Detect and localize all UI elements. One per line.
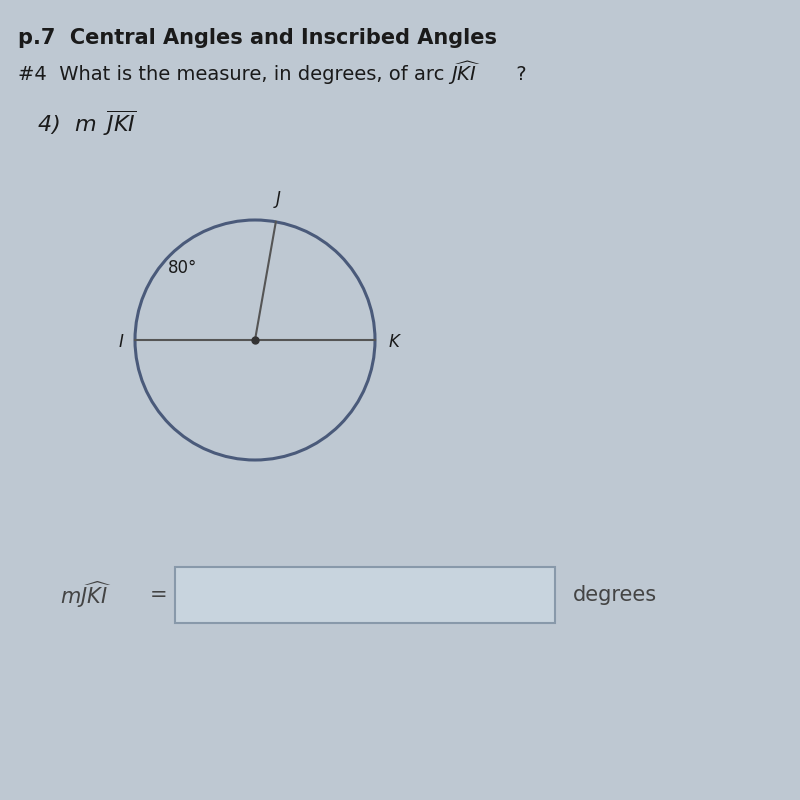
- FancyBboxPatch shape: [175, 567, 555, 623]
- Text: $\overline{JKI}$: $\overline{JKI}$: [103, 108, 136, 138]
- Text: K: K: [389, 333, 400, 351]
- Text: 80°: 80°: [168, 259, 198, 277]
- Text: =: =: [150, 585, 168, 605]
- Text: 4)  m: 4) m: [38, 115, 97, 135]
- Text: ?: ?: [510, 66, 526, 85]
- Text: #4  What is the measure, in degrees, of arc: #4 What is the measure, in degrees, of a…: [18, 66, 450, 85]
- Text: p.7  Central Angles and Inscribed Angles: p.7 Central Angles and Inscribed Angles: [18, 28, 497, 48]
- Text: m$\widehat{JKI}$: m$\widehat{JKI}$: [60, 580, 112, 610]
- Text: I: I: [118, 333, 123, 351]
- Text: $\widehat{JKI}$: $\widehat{JKI}$: [448, 59, 481, 87]
- Text: degrees: degrees: [573, 585, 657, 605]
- Text: J: J: [275, 190, 280, 208]
